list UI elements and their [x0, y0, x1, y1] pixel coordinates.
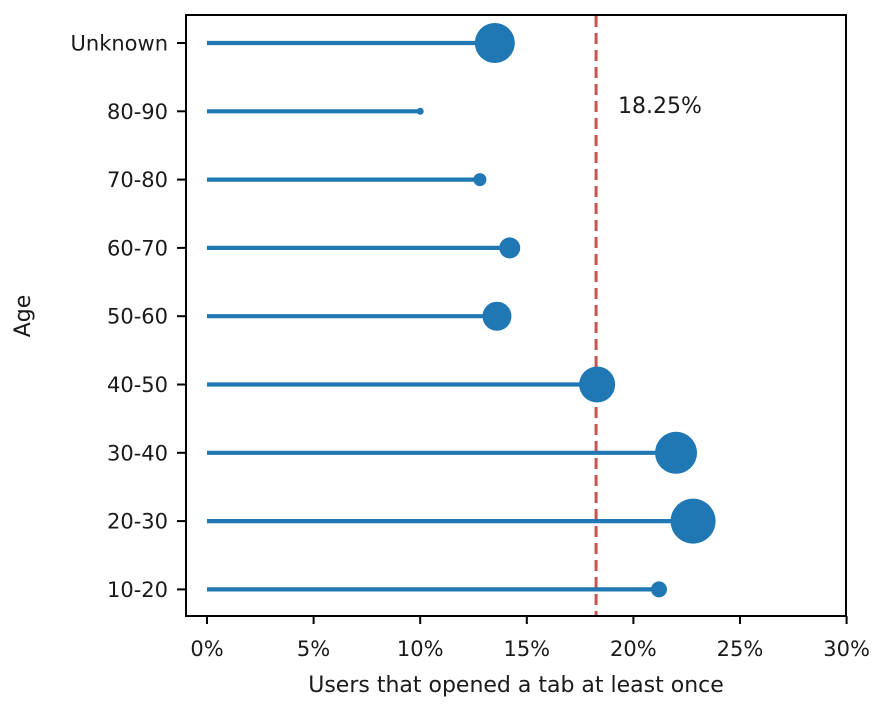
dot-50-60	[482, 301, 512, 331]
dot-20-30	[670, 498, 716, 544]
x-tick-label: 15%	[503, 637, 550, 661]
y-tick-label: 70-80	[107, 168, 168, 192]
y-tick-label: 50-60	[107, 305, 168, 329]
dot-60-70	[499, 237, 521, 259]
dot-30-40	[655, 431, 698, 474]
x-tick-label: 30%	[823, 637, 870, 661]
dots-group	[416, 23, 716, 598]
dot-70-80	[473, 173, 487, 187]
y-axis-title: Age	[11, 295, 36, 338]
y-tick-label: 40-50	[107, 373, 168, 397]
y-tick-label: Unknown	[71, 32, 168, 56]
dot-40-50	[579, 366, 616, 403]
x-tick-label: 5%	[297, 637, 330, 661]
reference-line-label: 18.25%	[618, 94, 702, 119]
x-tick-label: 20%	[610, 637, 657, 661]
plot-border	[185, 14, 847, 617]
dot-80-90	[416, 107, 424, 115]
x-tick-label: 25%	[717, 637, 764, 661]
x-axis-title: Users that opened a tab at least once	[308, 673, 724, 698]
x-axis-ticks: 0% 5% 10% 15% 20% 25% 30%	[190, 616, 870, 661]
y-tick-label: 60-70	[107, 236, 168, 260]
dot-10-20	[650, 581, 667, 598]
y-tick-label: 10-20	[107, 578, 168, 602]
stems-group	[207, 40, 694, 592]
x-tick-label: 10%	[397, 637, 444, 661]
y-tick-label: 80-90	[107, 100, 168, 124]
x-tick-label: 0%	[190, 637, 223, 661]
dot-unknown	[474, 23, 515, 63]
y-tick-label: 20-30	[107, 510, 168, 534]
y-tick-label: 30-40	[107, 441, 168, 465]
y-axis-ticks: Unknown 80-90 70-80 60-70 50-60 40-50 30-40 20-…	[71, 32, 185, 602]
